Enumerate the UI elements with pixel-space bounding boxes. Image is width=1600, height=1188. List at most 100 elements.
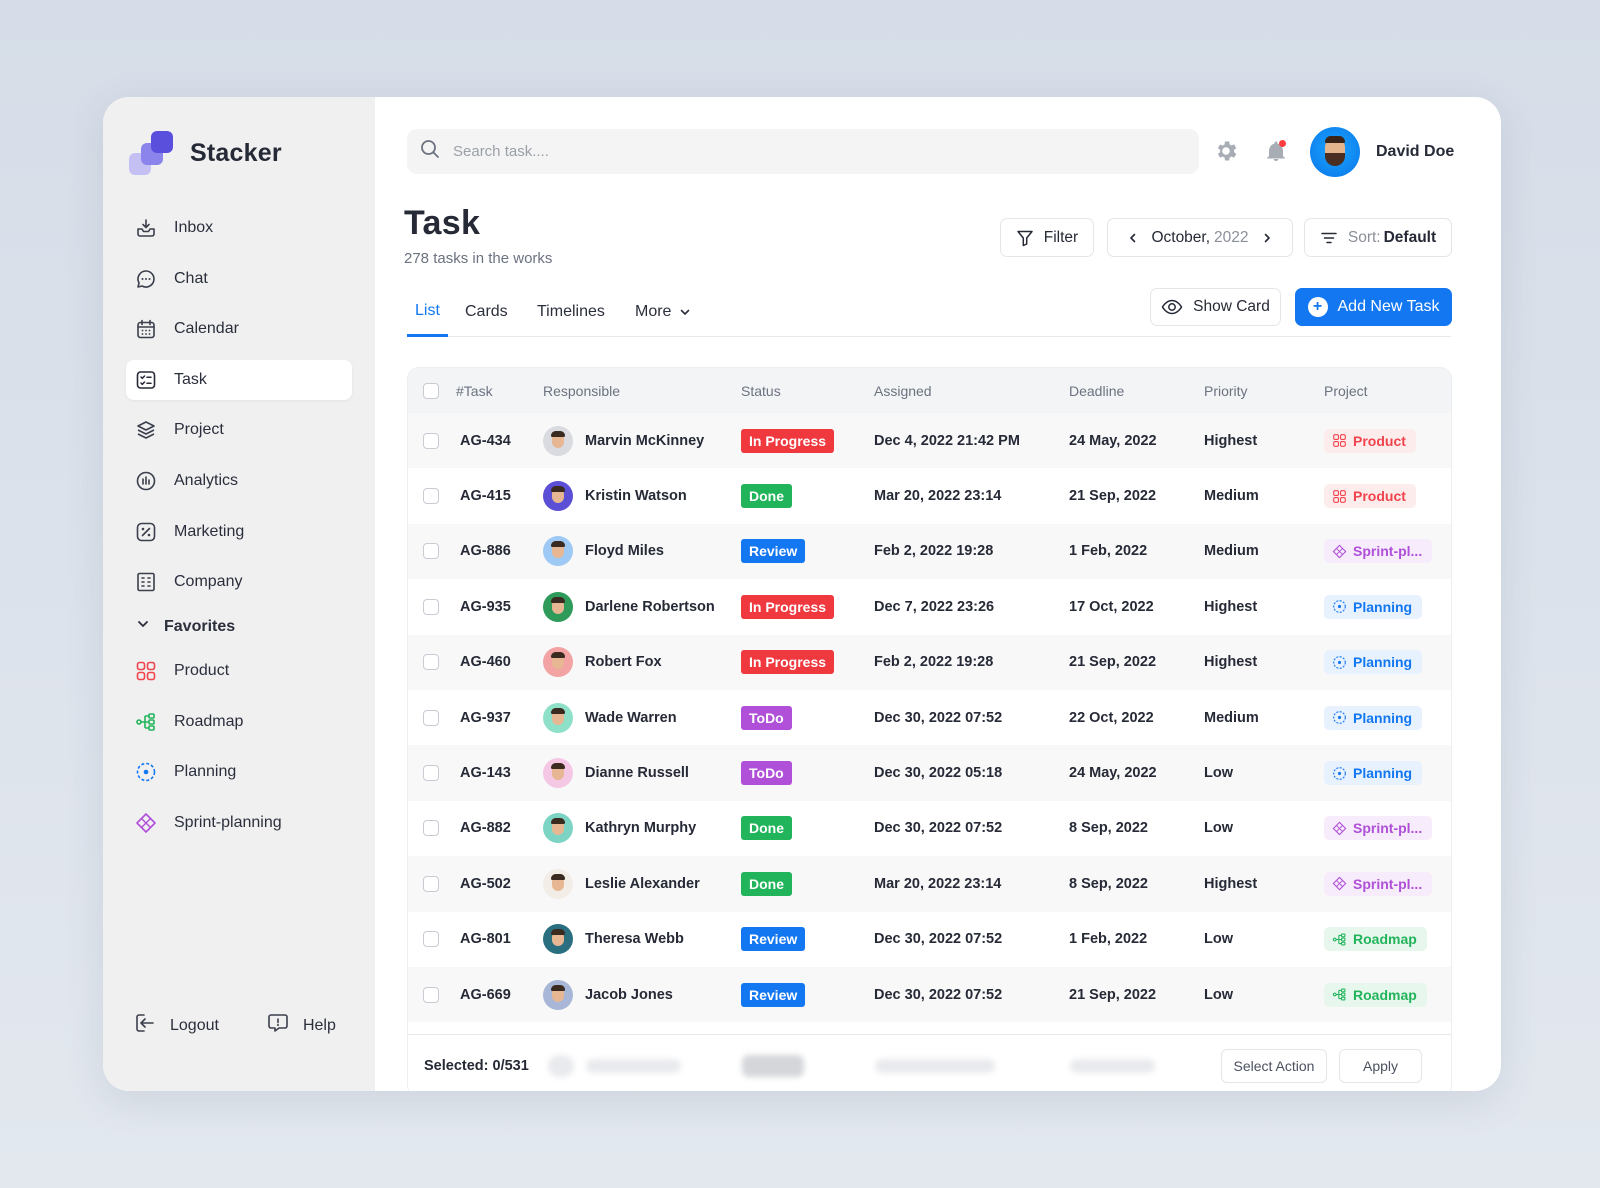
tab-more[interactable]: More — [635, 287, 691, 337]
select-all-checkbox[interactable] — [423, 382, 439, 399]
status-badge[interactable]: ToDo — [741, 705, 792, 730]
project-badge[interactable]: Sprint-pl... — [1324, 816, 1433, 841]
status-badge[interactable]: Done — [741, 484, 792, 509]
row-checkbox[interactable] — [423, 654, 439, 671]
favorite-item-product[interactable]: Product — [126, 651, 352, 691]
sidebar-item-calendar[interactable]: Calendar — [126, 309, 352, 349]
filter-button[interactable]: Filter — [1000, 218, 1094, 257]
row-checkbox[interactable] — [423, 931, 439, 948]
apply-button[interactable]: Apply — [1339, 1048, 1422, 1083]
task-id[interactable]: AG-434 — [460, 432, 511, 449]
status-badge[interactable]: In Progress — [741, 428, 835, 453]
task-id[interactable]: AG-935 — [460, 598, 511, 615]
task-id[interactable]: AG-669 — [460, 986, 511, 1003]
notifications-button[interactable] — [1262, 137, 1290, 165]
user-menu[interactable]: David Doe — [1310, 127, 1454, 177]
status-badge[interactable]: In Progress — [741, 650, 835, 675]
sidebar-item-chat[interactable]: Chat — [126, 259, 352, 299]
table-row[interactable]: AG-801 Theresa Webb Review Dec 30, 2022 07:… — [408, 912, 1451, 967]
chevron-right-icon[interactable] — [1261, 232, 1273, 244]
table-row[interactable]: AG-882 Kathryn Murphy Done Dec 30, 2022 07:… — [408, 801, 1451, 856]
add-new-task-button[interactable]: + Add New Task — [1295, 288, 1452, 326]
task-id[interactable]: AG-882 — [460, 820, 511, 837]
task-id[interactable]: AG-415 — [460, 488, 511, 505]
project-badge[interactable]: Sprint-pl... — [1324, 539, 1433, 564]
row-checkbox[interactable] — [423, 488, 439, 505]
status-badge[interactable]: Done — [741, 816, 792, 841]
help-button[interactable]: Help — [267, 1012, 336, 1039]
project-badge[interactable]: Planning — [1324, 650, 1423, 675]
sidebar-item-inbox[interactable]: Inbox — [126, 208, 352, 248]
column-header[interactable]: Assigned — [874, 382, 932, 399]
row-checkbox[interactable] — [423, 986, 439, 1003]
table-row[interactable]: AG-935 Darlene Robertson In Progress Dec 7,… — [408, 579, 1451, 634]
sidebar-item-task[interactable]: Task — [126, 359, 352, 400]
column-header[interactable]: Project — [1324, 382, 1368, 399]
sort-button[interactable]: Sort: Default — [1304, 218, 1452, 257]
row-checkbox[interactable] — [423, 820, 439, 837]
task-id[interactable]: AG-886 — [460, 543, 511, 560]
show-card-button[interactable]: Show Card — [1150, 288, 1281, 326]
favorite-item-planning[interactable]: Planning — [126, 752, 352, 792]
table-row[interactable]: AG-937 Wade Warren ToDo Dec 30, 2022 07:52 2… — [408, 690, 1451, 745]
table-row[interactable]: AG-886 Floyd Miles Review Feb 2, 2022 19:28… — [408, 523, 1451, 580]
row-checkbox[interactable] — [423, 543, 439, 560]
logout-button[interactable]: Logout — [134, 1012, 219, 1039]
favorite-item-sprint-planning[interactable]: Sprint-planning — [126, 803, 352, 843]
favorite-item-roadmap[interactable]: Roadmap — [126, 702, 352, 742]
status-badge[interactable]: In Progress — [741, 594, 835, 619]
table-row[interactable]: AG-502 Leslie Alexander Done Mar 20, 2022 2… — [408, 856, 1451, 912]
column-header[interactable]: Priority — [1204, 382, 1248, 399]
column-header[interactable]: Deadline — [1069, 382, 1125, 399]
project-badge[interactable]: Product — [1324, 428, 1416, 453]
tab-timelines[interactable]: Timelines — [537, 287, 605, 337]
search-input[interactable] — [453, 143, 1153, 160]
chevron-left-icon[interactable] — [1127, 232, 1139, 244]
task-id[interactable]: AG-801 — [460, 931, 511, 948]
project-badge[interactable]: Roadmap — [1324, 982, 1427, 1007]
table-row[interactable]: AG-434 Marvin McKinney In Progress Dec 4, 2… — [408, 413, 1451, 469]
table-row[interactable]: AG-669 Jacob Jones Review Dec 30, 2022 07:5… — [408, 966, 1451, 1023]
status-badge[interactable]: Done — [741, 871, 792, 896]
sprint-icon — [1332, 544, 1347, 559]
task-id[interactable]: AG-937 — [460, 709, 511, 726]
task-id[interactable]: AG-143 — [460, 765, 511, 782]
status-badge[interactable]: Review — [741, 982, 806, 1007]
row-checkbox[interactable] — [423, 709, 439, 726]
sidebar-item-company[interactable]: Company — [126, 562, 352, 602]
project-badge[interactable]: Roadmap — [1324, 927, 1427, 952]
project-badge[interactable]: Planning — [1324, 705, 1423, 730]
project-badge[interactable]: Product — [1324, 484, 1416, 509]
favorites-header[interactable]: Favorites — [136, 617, 235, 636]
table-row[interactable]: AG-415 Kristin Watson Done Mar 20, 2022 23:… — [408, 468, 1451, 523]
select-action-button[interactable]: Select Action — [1221, 1048, 1327, 1083]
row-checkbox[interactable] — [423, 432, 439, 449]
tab-cards[interactable]: Cards — [465, 287, 508, 337]
project-badge[interactable]: Planning — [1324, 594, 1423, 619]
sidebar-item-marketing[interactable]: Marketing — [126, 512, 352, 552]
column-header[interactable]: Status — [741, 382, 781, 399]
table-row[interactable]: AG-460 Robert Fox In Progress Feb 2, 2022 1… — [408, 634, 1451, 690]
task-id[interactable]: AG-460 — [460, 654, 511, 671]
table-row[interactable]: AG-143 Dianne Russell ToDo Dec 30, 2022 05:… — [408, 745, 1451, 801]
row-checkbox[interactable] — [423, 598, 439, 615]
sidebar-item-analytics[interactable]: Analytics — [126, 461, 352, 501]
logo[interactable]: Stacker — [129, 131, 282, 175]
tab-list[interactable]: List — [407, 287, 448, 337]
status-badge[interactable]: ToDo — [741, 761, 792, 786]
project-badge[interactable]: Planning — [1324, 761, 1423, 786]
row-checkbox[interactable] — [423, 875, 439, 892]
status-badge[interactable]: Review — [741, 539, 806, 564]
status-badge[interactable]: Review — [741, 927, 806, 952]
blurred-text — [875, 1058, 995, 1073]
task-id[interactable]: AG-502 — [460, 875, 511, 892]
sidebar-item-project[interactable]: Project — [126, 410, 352, 450]
row-checkbox[interactable] — [423, 765, 439, 782]
project-badge[interactable]: Sprint-pl... — [1324, 871, 1433, 896]
column-header[interactable]: #Task — [456, 382, 493, 399]
column-header[interactable]: Responsible — [543, 382, 621, 399]
responsible-name: Dianne Russell — [585, 765, 689, 782]
sprint-icon — [1332, 876, 1347, 891]
show-card-label: Show Card — [1193, 298, 1270, 315]
settings-button[interactable] — [1212, 137, 1240, 165]
